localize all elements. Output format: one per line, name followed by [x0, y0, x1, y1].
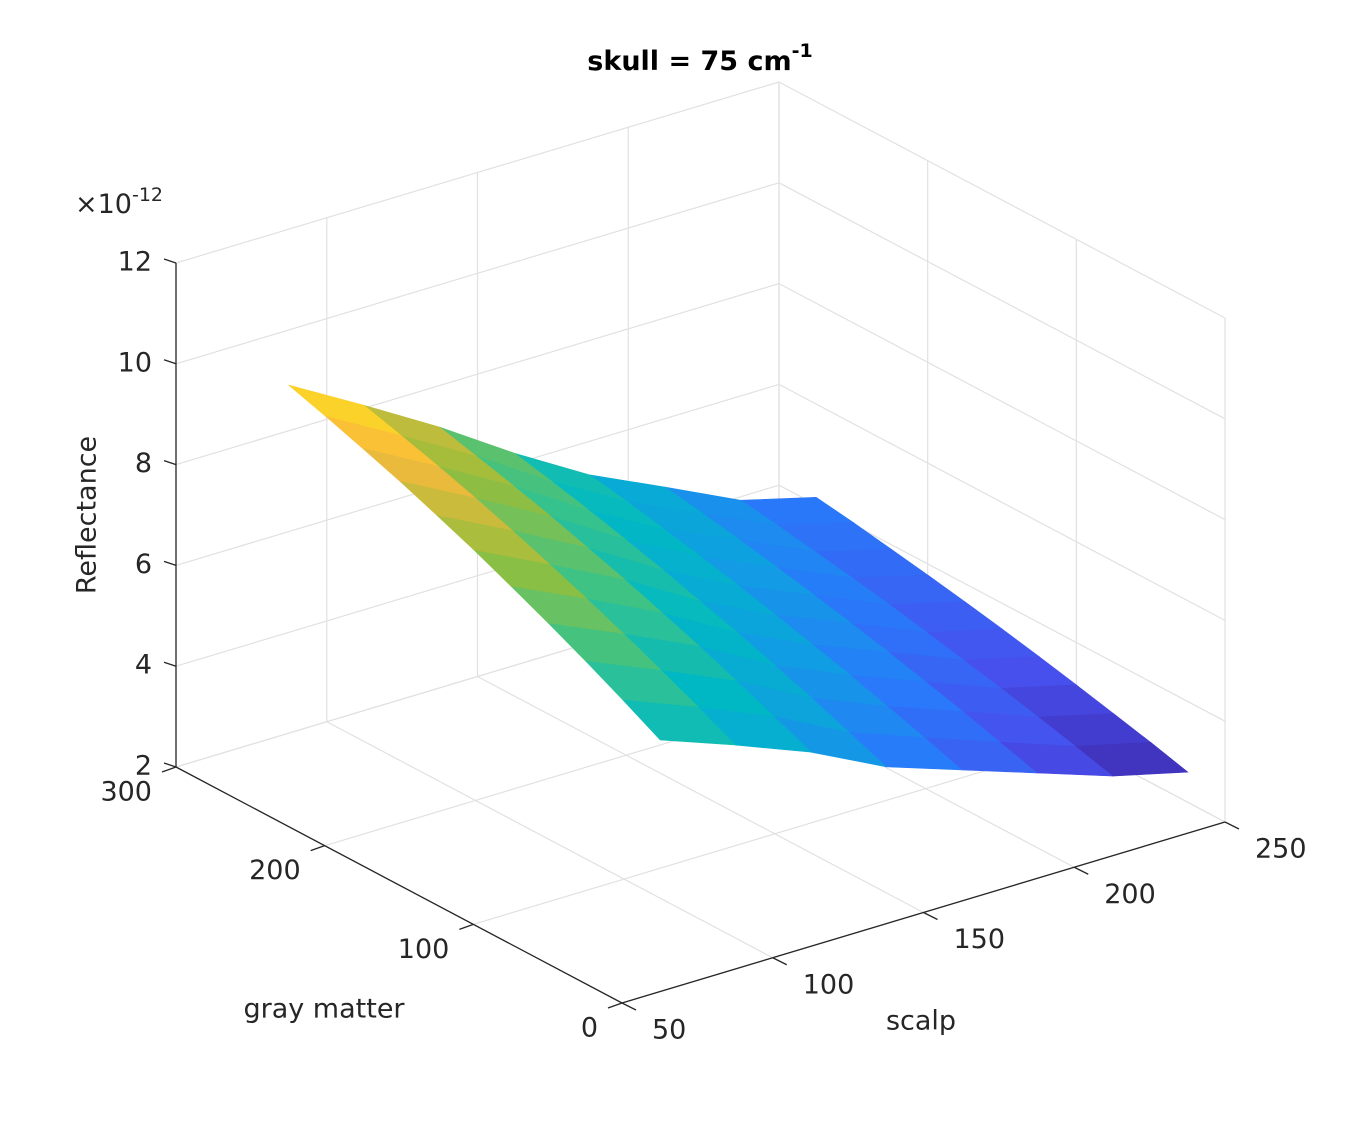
grid-line: [175, 182, 780, 365]
grid-line: [778, 383, 1226, 621]
x-tick-label: 150: [954, 924, 1006, 955]
x-tick: [1224, 821, 1240, 830]
grid-line: [778, 283, 1226, 521]
x-tick: [772, 957, 788, 966]
grid-line: [778, 182, 1226, 420]
z-tick-label: 12: [118, 247, 152, 278]
y-tick-label: 0: [581, 1013, 598, 1044]
z-tick: [163, 459, 177, 466]
z-tick: [163, 258, 177, 264]
surface-face: [622, 699, 737, 746]
z-multiplier-exponent: -12: [132, 184, 163, 206]
z-axis-label: Reflectance: [72, 436, 103, 594]
z-tick-label: 10: [118, 347, 152, 378]
y-tick: [607, 1002, 623, 1009]
y-tick-label: 200: [249, 855, 301, 886]
x-tick-label: 200: [1104, 879, 1156, 910]
grid-line: [477, 675, 924, 914]
x-tick-label: 100: [803, 969, 855, 1000]
z-tick: [163, 359, 177, 365]
y-tick-label: 100: [398, 934, 450, 965]
z-tick-label: 4: [135, 650, 152, 681]
y-axis: [175, 766, 623, 1004]
x-tick: [621, 1002, 637, 1011]
grid-line: [778, 81, 1226, 319]
x-tick: [1073, 866, 1089, 875]
chart-title: skull = 75 cm-1: [587, 40, 812, 77]
grid-line: [175, 81, 780, 264]
grid-line: [175, 283, 780, 466]
z-tick: [163, 661, 177, 667]
z-tick-label: 6: [135, 549, 152, 580]
z-multiplier: ×10-12: [75, 184, 163, 220]
y-tick: [161, 766, 177, 773]
grid-line: [326, 721, 774, 959]
z-multiplier-base: ×10: [75, 189, 132, 220]
y-axis-label: gray matter: [243, 994, 405, 1025]
x-tick: [923, 911, 938, 921]
grid-line: [473, 742, 1077, 925]
x-axis-label: scalp: [886, 1006, 956, 1037]
x-tick-label: 250: [1255, 834, 1307, 865]
y-tick: [310, 845, 325, 852]
x-tick-label: 50: [652, 1015, 686, 1046]
y-tick-label: 300: [100, 777, 152, 808]
title-superscript: -1: [792, 40, 813, 62]
z-tick: [163, 762, 177, 768]
title-main: skull = 75 cm: [587, 46, 791, 77]
y-tick: [459, 923, 474, 930]
z-tick: [163, 560, 177, 567]
z-tick-label: 2: [135, 751, 152, 782]
z-tick-label: 8: [135, 448, 152, 479]
